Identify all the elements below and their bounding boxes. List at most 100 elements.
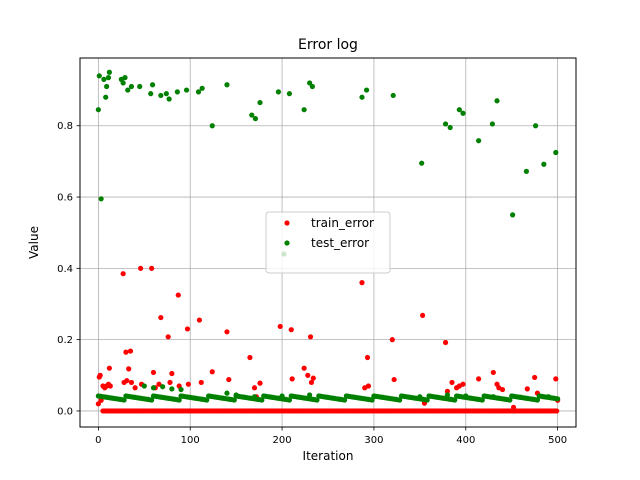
train_error-point xyxy=(165,334,171,340)
axis-ticks: 0 100 200 300 400 500 0.0 0.2 0.4 0.6 0.8 xyxy=(57,121,567,446)
test_error-point xyxy=(479,397,485,403)
x-axis-label: Iteration xyxy=(303,449,354,463)
train_error-point xyxy=(251,385,258,391)
train_error-point xyxy=(124,378,130,384)
train_error-point xyxy=(126,366,132,372)
train_error-point xyxy=(310,375,316,381)
train_error-point xyxy=(444,388,451,394)
test_error-point xyxy=(178,386,184,393)
train_error-point xyxy=(277,323,283,330)
test_error-point xyxy=(121,397,127,403)
chart-title: Error log xyxy=(298,37,358,53)
train_error-legend-marker xyxy=(284,220,290,226)
test_error-point xyxy=(149,82,156,88)
train_error-point xyxy=(209,369,215,375)
test_error-point xyxy=(98,196,104,202)
train_error-point xyxy=(132,385,138,391)
train_error-point xyxy=(307,334,314,340)
test_error-point xyxy=(507,397,513,403)
train_error-point xyxy=(524,386,530,392)
test_error-point xyxy=(122,75,128,81)
test_error-point xyxy=(553,149,559,156)
train_error-point xyxy=(288,327,294,333)
train_error-point xyxy=(138,265,144,271)
train_error-point xyxy=(308,379,315,386)
test_error-point xyxy=(510,212,516,218)
test_error-point xyxy=(224,390,230,396)
test_error-point xyxy=(231,397,237,403)
train_error-point xyxy=(97,372,103,378)
test_error-point xyxy=(363,87,370,93)
train_error-point xyxy=(224,329,230,335)
train_error-point xyxy=(198,379,204,386)
legend-label-train_error: train_error xyxy=(311,216,374,230)
y-tick-label: 0.6 xyxy=(57,193,73,204)
test_error-point xyxy=(224,82,230,88)
train_error-point xyxy=(106,365,112,371)
y-tick-label: 0.0 xyxy=(57,406,73,417)
train_error-point xyxy=(476,376,482,382)
test_error-point xyxy=(447,124,453,131)
test_error-point xyxy=(494,98,500,104)
train_error-point xyxy=(175,292,181,298)
test_error-point xyxy=(460,110,466,116)
train_error-point xyxy=(449,379,455,386)
test_error-series xyxy=(95,69,561,403)
test_error-point xyxy=(176,397,182,403)
test_error-point xyxy=(169,386,175,392)
test_error-point xyxy=(183,87,190,93)
train_error-point xyxy=(149,265,155,271)
train_error-point xyxy=(364,354,371,361)
x-tick-label: 200 xyxy=(273,435,292,446)
train_error-point xyxy=(184,326,191,332)
train_error-point xyxy=(289,376,295,382)
y-tick-label: 0.4 xyxy=(57,264,73,275)
test_error-point xyxy=(417,394,423,400)
test_error-point xyxy=(279,393,285,399)
train_error-point xyxy=(510,404,517,410)
test_error-point xyxy=(104,83,110,90)
test_error-point xyxy=(95,107,101,113)
train_error-point xyxy=(169,370,175,377)
train_error-point xyxy=(301,365,307,371)
train_error-series xyxy=(95,265,561,414)
test_error-point xyxy=(204,397,210,403)
test_error-point xyxy=(463,393,469,399)
test_error-point xyxy=(106,69,112,75)
test_error-point xyxy=(452,397,458,403)
test_error-point xyxy=(307,80,313,86)
train_error-point xyxy=(226,376,232,383)
train_error-point xyxy=(420,312,426,319)
test_error-point xyxy=(105,75,112,81)
test_error-point xyxy=(163,91,169,97)
test_error-point xyxy=(120,80,126,86)
train_error-point xyxy=(460,381,466,387)
test_error-point xyxy=(209,123,215,129)
test_error-point xyxy=(233,392,239,398)
x-tick-label: 0 xyxy=(95,435,101,446)
test_error-point xyxy=(249,112,255,118)
test_error-point xyxy=(141,383,147,389)
train_error-point xyxy=(553,376,559,382)
train_error-point xyxy=(156,381,162,387)
test_error-point xyxy=(252,116,259,122)
train_error-point xyxy=(167,379,173,386)
test_error-point xyxy=(314,397,320,403)
test_error-point xyxy=(160,384,166,390)
test_error-point xyxy=(301,107,307,113)
x-tick-label: 400 xyxy=(456,435,475,446)
test_error-point xyxy=(489,121,496,127)
test_error-point xyxy=(444,392,451,398)
test_error-point xyxy=(101,76,107,82)
train_error-point xyxy=(554,408,560,414)
train_error-point xyxy=(305,372,311,378)
test_error-point xyxy=(96,73,102,79)
x-tick-label: 500 xyxy=(548,435,567,446)
x-tick-label: 300 xyxy=(364,435,383,446)
train_error-point xyxy=(389,337,395,343)
x-tick-label: 100 xyxy=(181,435,200,446)
test_error-point xyxy=(166,96,172,102)
test_error-point xyxy=(128,83,135,90)
train_error-point xyxy=(120,271,126,277)
test_error-point xyxy=(456,107,462,113)
